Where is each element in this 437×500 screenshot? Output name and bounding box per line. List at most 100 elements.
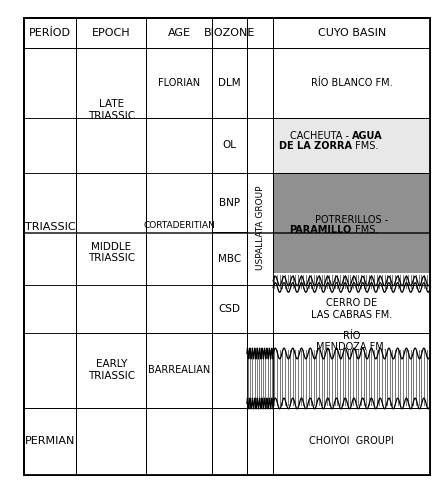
Bar (76, 408, 146, 475)
Bar (24, 232, 76, 285)
Bar (212, 332, 247, 407)
Bar (146, 232, 212, 285)
Bar (247, 48, 273, 117)
Text: DLM: DLM (218, 78, 241, 88)
Bar (212, 408, 247, 475)
Bar (76, 172, 146, 332)
Bar (273, 172, 430, 233)
Text: CUYO BASIN: CUYO BASIN (318, 28, 386, 38)
Bar (146, 408, 212, 475)
Text: FMS.: FMS. (352, 141, 378, 151)
Text: FMS.: FMS. (352, 225, 378, 235)
Bar (212, 172, 247, 233)
Bar (247, 232, 273, 285)
Text: MIDDLE
TRIASSIC: MIDDLE TRIASSIC (88, 242, 135, 264)
Text: TRIASSIC: TRIASSIC (25, 222, 76, 232)
Bar (24, 18, 76, 48)
Bar (212, 232, 247, 285)
Bar (212, 18, 247, 48)
Text: POTRERILLOS -: POTRERILLOS - (315, 215, 388, 225)
Bar (247, 18, 273, 48)
Bar (273, 48, 430, 117)
Bar (273, 408, 430, 475)
Bar (273, 172, 430, 285)
Bar (273, 18, 430, 48)
Text: PERÍOD: PERÍOD (29, 28, 71, 38)
Bar (247, 172, 273, 233)
Bar (212, 408, 247, 475)
Bar (76, 232, 146, 285)
Bar (273, 285, 430, 333)
Bar (273, 118, 430, 172)
Bar (273, 408, 430, 475)
Text: AGUA: AGUA (352, 131, 382, 141)
Bar (24, 118, 76, 172)
Bar (247, 408, 273, 475)
Bar (212, 118, 247, 172)
Bar (212, 285, 247, 333)
Bar (76, 18, 146, 48)
Bar (247, 332, 273, 407)
Bar (273, 118, 430, 172)
Bar (212, 48, 247, 117)
Text: MBC: MBC (218, 254, 241, 264)
Text: CHOIYOI  GROUPI: CHOIYOI GROUPI (309, 436, 394, 446)
Text: USPALLATA GROUP: USPALLATA GROUP (256, 185, 264, 270)
Bar (273, 332, 430, 407)
Text: BNP: BNP (219, 198, 240, 207)
Bar (212, 285, 247, 333)
Bar (24, 285, 76, 333)
Bar (247, 408, 273, 475)
Text: CORTADERITIAN: CORTADERITIAN (143, 220, 215, 230)
Bar (212, 48, 247, 117)
Bar (212, 232, 247, 285)
Text: CSD: CSD (218, 304, 240, 314)
Bar (24, 48, 76, 408)
Bar (212, 118, 247, 172)
Bar (76, 48, 146, 117)
Bar (76, 48, 146, 172)
Bar (146, 172, 212, 233)
Bar (146, 285, 212, 333)
Bar (273, 48, 430, 117)
Text: CERRO DE
LAS CABRAS FM.: CERRO DE LAS CABRAS FM. (311, 298, 392, 320)
Bar (146, 48, 212, 117)
Bar (273, 285, 430, 333)
Bar (273, 275, 430, 287)
Bar (247, 350, 273, 405)
Text: OL: OL (222, 140, 236, 150)
Bar (146, 332, 212, 407)
Bar (76, 332, 146, 407)
Text: AGE: AGE (168, 28, 191, 38)
Bar (212, 332, 247, 407)
Bar (273, 350, 430, 405)
Text: FLORIAN: FLORIAN (158, 78, 200, 88)
Bar (146, 48, 212, 117)
Text: CACHEUTA -: CACHEUTA - (290, 131, 352, 141)
Text: EARLY
TRIASSIC: EARLY TRIASSIC (88, 359, 135, 381)
Text: RÍO
MENDOZA FM.: RÍO MENDOZA FM. (316, 330, 387, 352)
Bar (146, 408, 212, 475)
Bar (273, 272, 430, 289)
Bar (24, 408, 76, 475)
Bar (24, 408, 76, 475)
Bar (146, 118, 212, 172)
Bar (247, 48, 273, 408)
Bar (24, 48, 76, 117)
Bar (247, 118, 273, 172)
Bar (76, 408, 146, 475)
Text: LATE
TRIASSIC: LATE TRIASSIC (88, 99, 135, 121)
Text: BIOZONE: BIOZONE (204, 28, 255, 38)
Text: EPOCH: EPOCH (92, 28, 131, 38)
Bar (212, 172, 247, 233)
Bar (273, 332, 430, 407)
Bar (76, 172, 146, 233)
Bar (76, 285, 146, 333)
Text: PARAMILLO: PARAMILLO (290, 225, 352, 235)
Bar (247, 285, 273, 333)
Bar (24, 172, 76, 233)
Bar (146, 18, 212, 48)
Text: DE LA ZORRA: DE LA ZORRA (279, 141, 352, 151)
Bar (76, 118, 146, 172)
Bar (273, 232, 430, 285)
